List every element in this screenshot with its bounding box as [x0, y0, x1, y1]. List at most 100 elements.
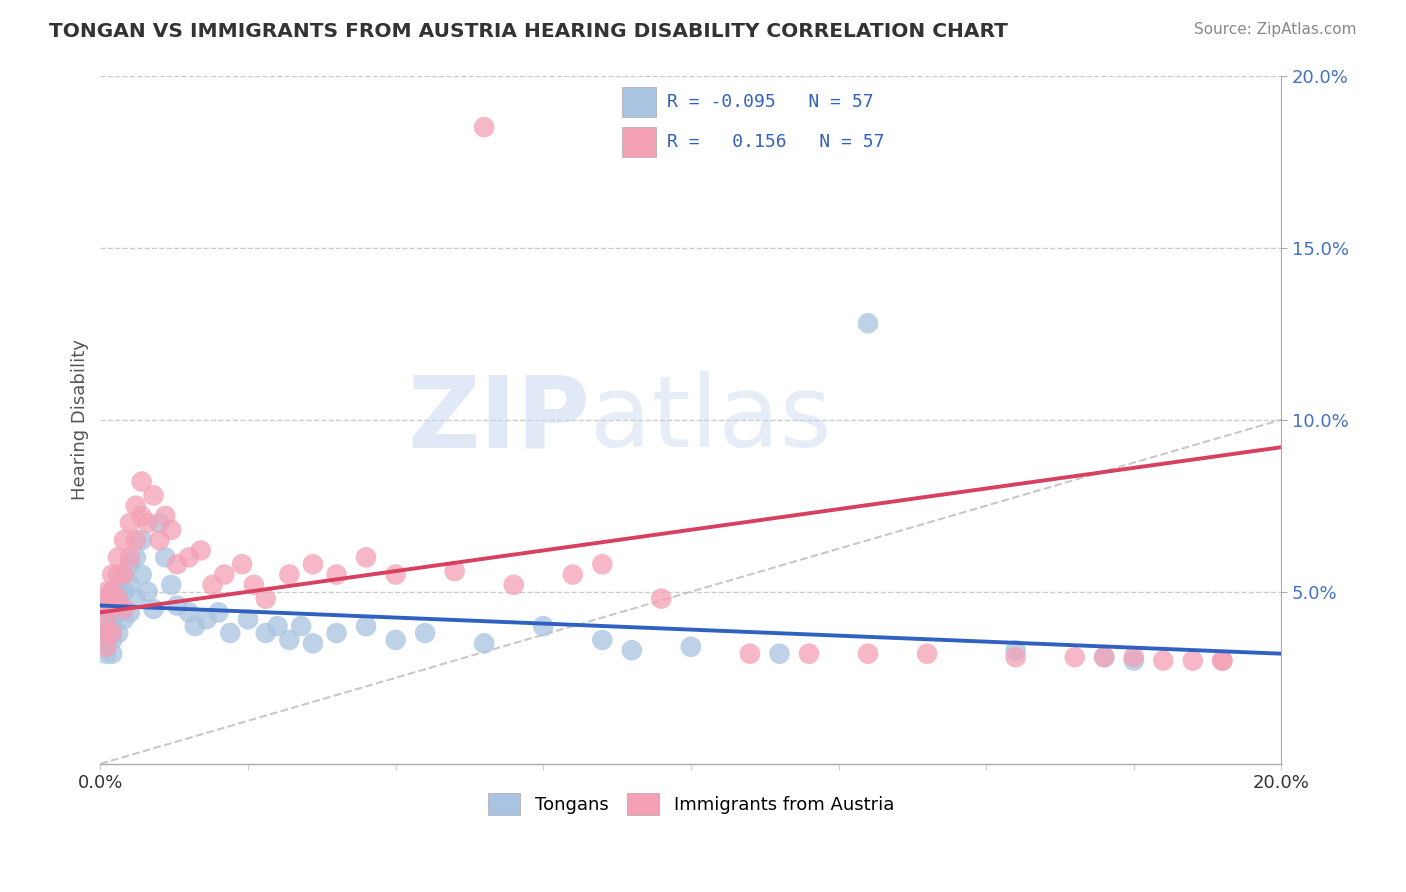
- Point: [131, 475, 153, 489]
- Point: [413, 626, 436, 640]
- Point: [142, 602, 165, 616]
- Point: [768, 647, 790, 661]
- Point: [531, 619, 554, 633]
- Point: [107, 606, 129, 620]
- Point: [101, 584, 124, 599]
- Point: [561, 567, 583, 582]
- Point: [101, 632, 124, 647]
- Point: [797, 647, 820, 661]
- Point: [278, 567, 301, 582]
- Point: [591, 632, 613, 647]
- Point: [96, 636, 118, 650]
- Point: [243, 578, 266, 592]
- Point: [1122, 654, 1144, 668]
- Point: [107, 550, 129, 565]
- Point: [1122, 650, 1144, 665]
- Point: [112, 602, 135, 616]
- Point: [856, 647, 879, 661]
- Point: [112, 533, 135, 548]
- Text: ZIP: ZIP: [408, 371, 591, 468]
- Point: [1063, 650, 1085, 665]
- Point: [1211, 654, 1233, 668]
- Point: [101, 626, 124, 640]
- Point: [325, 626, 347, 640]
- Point: [96, 612, 118, 626]
- Point: [302, 558, 325, 572]
- Point: [96, 626, 118, 640]
- Point: [112, 567, 135, 582]
- Point: [1092, 650, 1115, 665]
- Point: [177, 550, 200, 565]
- Point: [325, 567, 347, 582]
- Point: [915, 647, 938, 661]
- Point: [620, 643, 643, 657]
- Point: [472, 636, 495, 650]
- Point: [101, 619, 124, 633]
- Point: [155, 509, 177, 524]
- Point: [160, 523, 183, 537]
- Point: [136, 516, 159, 530]
- Point: [96, 584, 118, 599]
- Point: [96, 640, 118, 654]
- Point: [96, 612, 118, 626]
- Text: atlas: atlas: [591, 371, 832, 468]
- Point: [112, 584, 135, 599]
- Point: [1181, 654, 1204, 668]
- Point: [254, 591, 277, 606]
- Point: [184, 619, 207, 633]
- Point: [219, 626, 242, 640]
- Point: [107, 626, 129, 640]
- Y-axis label: Hearing Disability: Hearing Disability: [72, 339, 89, 500]
- Point: [142, 488, 165, 502]
- Point: [443, 564, 465, 578]
- Point: [107, 578, 129, 592]
- Point: [502, 578, 524, 592]
- Point: [231, 558, 253, 572]
- Point: [107, 567, 129, 582]
- Point: [96, 626, 118, 640]
- Point: [125, 533, 148, 548]
- Point: [856, 316, 879, 330]
- Point: [201, 578, 224, 592]
- Point: [1211, 654, 1233, 668]
- Point: [1152, 654, 1174, 668]
- Point: [112, 612, 135, 626]
- Point: [738, 647, 761, 661]
- Point: [190, 543, 212, 558]
- Point: [148, 533, 170, 548]
- Point: [96, 647, 118, 661]
- Point: [96, 591, 118, 606]
- Point: [1004, 643, 1026, 657]
- Point: [591, 558, 613, 572]
- Point: [101, 647, 124, 661]
- Point: [107, 591, 129, 606]
- Point: [96, 599, 118, 613]
- Point: [125, 499, 148, 513]
- Point: [195, 612, 218, 626]
- Point: [1004, 650, 1026, 665]
- Point: [650, 591, 672, 606]
- Point: [101, 567, 124, 582]
- Point: [302, 636, 325, 650]
- Point: [96, 602, 118, 616]
- Point: [101, 606, 124, 620]
- Point: [118, 516, 141, 530]
- Point: [177, 606, 200, 620]
- Point: [166, 599, 188, 613]
- Point: [290, 619, 312, 633]
- Point: [354, 619, 377, 633]
- Point: [131, 567, 153, 582]
- Point: [101, 595, 124, 609]
- Text: TONGAN VS IMMIGRANTS FROM AUSTRIA HEARING DISABILITY CORRELATION CHART: TONGAN VS IMMIGRANTS FROM AUSTRIA HEARIN…: [49, 22, 1008, 41]
- Legend: Tongans, Immigrants from Austria: Tongans, Immigrants from Austria: [479, 783, 903, 823]
- Point: [148, 516, 170, 530]
- Point: [125, 550, 148, 565]
- Point: [214, 567, 236, 582]
- Point: [166, 558, 188, 572]
- Point: [118, 558, 141, 572]
- Point: [160, 578, 183, 592]
- Point: [125, 591, 148, 606]
- Point: [472, 120, 495, 135]
- Text: Source: ZipAtlas.com: Source: ZipAtlas.com: [1194, 22, 1357, 37]
- Point: [679, 640, 702, 654]
